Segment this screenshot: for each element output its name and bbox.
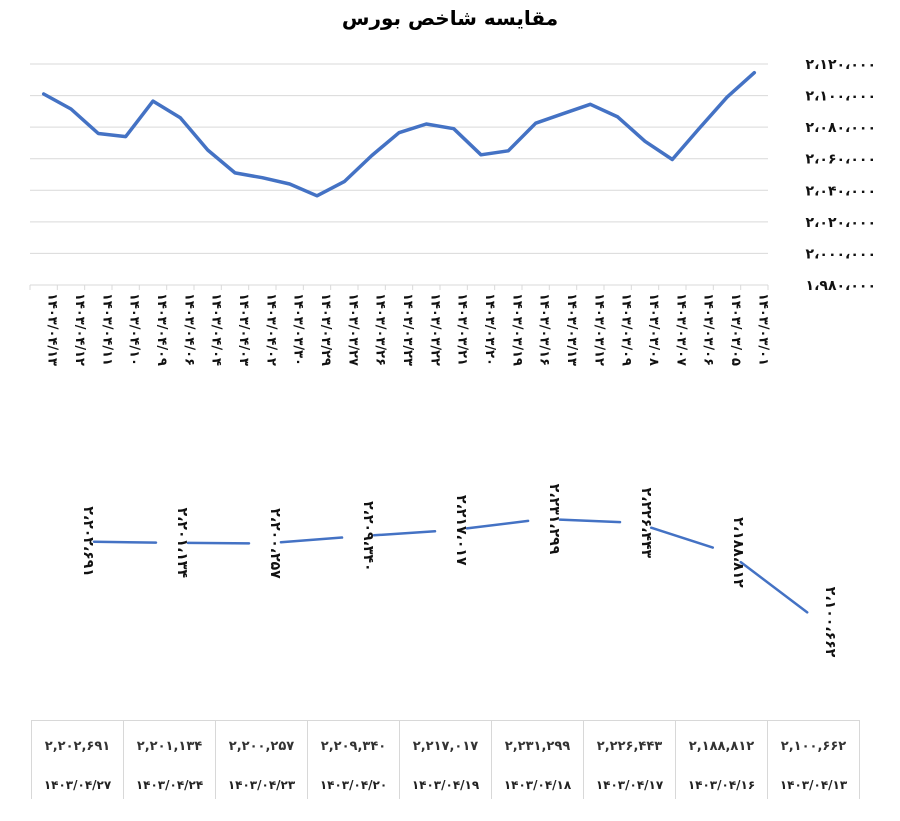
- table-cell-value: ۲,۱۰۰,۶۶۲: [767, 720, 860, 771]
- table-cell-date: ۱۴۰۳/۰۴/۲۳: [215, 771, 308, 799]
- x-tick-label: ۱۴۰۳/۰۳/۲۶: [373, 293, 388, 366]
- series-segment: [465, 519, 530, 530]
- x-tick-label: ۱۴۰۳/۰۴/۰۶: [181, 293, 196, 366]
- y-tick-label: ۲،۱۰۰،۰۰۰: [806, 89, 876, 105]
- x-tick-label: ۱۴۰۳/۰۳/۲۲: [427, 293, 442, 366]
- table-cell-value: ۲,۲۲۶,۴۴۳: [583, 720, 676, 771]
- table-cell-value: ۲,۲۰۹,۳۴۰: [307, 720, 400, 771]
- table-cell-date: ۱۴۰۳/۰۴/۲۴: [123, 771, 216, 799]
- x-tick-label: ۱۴۰۳/۰۳/۰۹: [619, 293, 634, 366]
- y-tick-label: ۲،۰۴۰،۰۰۰: [806, 183, 876, 199]
- series-segment: [372, 530, 437, 537]
- x-tick-label: ۱۴۰۳/۰۴/۱۲: [72, 293, 87, 366]
- y-tick-label: ۲،۰۶۰،۰۰۰: [806, 152, 876, 168]
- x-tick-label: ۱۴۰۳/۰۳/۰۷: [673, 293, 688, 366]
- data-label: ۲،۲۰۱،۱۳۴: [174, 508, 190, 579]
- table-cell-date: ۱۴۰۳/۰۴/۱۷: [583, 771, 676, 799]
- table-cell-date: ۱۴۰۳/۰۴/۲۰: [307, 771, 400, 799]
- series-segment: [558, 518, 622, 524]
- table-cell-date: ۱۴۰۳/۰۴/۲۷: [31, 771, 124, 799]
- x-tick-label: ۱۴۰۳/۰۳/۲۳: [400, 293, 415, 366]
- data-label: ۲،۲۱۷،۰۱۷: [453, 495, 469, 566]
- x-tick-label: ۱۴۰۳/۰۴/۱۱: [99, 293, 114, 366]
- x-tick-label: ۱۴۰۳/۰۴/۱۰: [127, 293, 142, 366]
- data-label: ۲،۲۰۰،۲۵۷: [267, 508, 283, 579]
- y-tick-label: ۲،۰۰۰،۰۰۰: [806, 246, 876, 262]
- y-tick-label: ۱،۹۸۰،۰۰۰: [806, 278, 876, 294]
- table-cell-date: ۱۴۰۳/۰۴/۱۸: [491, 771, 584, 799]
- series-line: [41, 70, 757, 198]
- x-tick-label: ۱۴۰۳/۰۴/۰۳: [236, 293, 251, 366]
- dates-row: ۱۴۰۳/۰۴/۲۷ ۱۴۰۳/۰۴/۲۴ ۱۴۰۳/۰۴/۲۳ ۱۴۰۳/۰۴…: [31, 771, 860, 799]
- x-tick-label: ۱۴۰۳/۰۴/۰۲: [263, 293, 278, 366]
- x-tick-label: ۱۴۰۳/۰۳/۱۶: [537, 293, 552, 366]
- chart-title: مقایسه شاخص بورس: [341, 6, 559, 30]
- data-label: ۲،۲۰۲،۶۹۱: [80, 506, 96, 576]
- recent-index-line-chart: ۲،۲۰۲،۶۹۱ ۲،۲۰۱،۱۳۴ ۲،۲۰۰،۲۵۷ ۲،۲۰۹،۳۴۰ ۲،۲۱…: [80, 484, 838, 658]
- x-tick-label: ۱۴۰۳/۰۳/۰۶: [701, 293, 716, 366]
- data-label: ۲،۲۳۱،۲۹۹: [546, 484, 562, 555]
- x-tick-label: ۱۴۰۳/۰۳/۰۱: [755, 293, 770, 366]
- x-tick-label: ۱۴۰۳/۰۳/۲۰: [482, 293, 497, 366]
- x-tick-label: ۱۴۰۳/۰۴/۱۳: [45, 293, 60, 366]
- x-tick-label: ۱۴۰۳/۰۳/۱۲: [591, 293, 606, 366]
- table-cell-value: ۲,۲۰۱,۱۳۴: [123, 720, 216, 771]
- x-tick-label: ۱۴۰۳/۰۳/۱۳: [564, 293, 579, 366]
- values-row: ۲,۲۰۲,۶۹۱ ۲,۲۰۱,۱۳۴ ۲,۲۰۰,۲۵۷ ۲,۲۰۹,۳۴۰ …: [31, 720, 860, 771]
- table-cell-value: ۲,۲۰۲,۶۹۱: [31, 720, 124, 771]
- x-tick-label: ۱۴۰۳/۰۳/۰۸: [646, 293, 661, 366]
- data-label: ۲،۱۰۰،۶۶۲: [822, 587, 838, 658]
- data-label: ۲،۲۰۹،۳۴۰: [360, 501, 376, 571]
- data-label: ۲،۱۸۸،۸۱۲: [730, 517, 746, 588]
- x-tick-label: ۱۴۰۳/۰۴/۰۹: [154, 293, 169, 366]
- x-tick-label: ۱۴۰۳/۰۳/۲۷: [345, 293, 360, 366]
- x-tick-label: ۱۴۰۳/۰۴/۰۴: [209, 293, 224, 366]
- data-label: ۲،۲۲۶،۴۴۳: [638, 488, 654, 559]
- series-segment: [92, 540, 158, 544]
- y-tick-label: ۲،۰۸۰،۰۰۰: [806, 120, 876, 136]
- y-tick-label: ۲،۰۲۰،۰۰۰: [806, 215, 876, 231]
- x-tick-label: ۱۴۰۳/۰۳/۱۹: [509, 293, 524, 366]
- table-cell-date: ۱۴۰۳/۰۴/۱۶: [675, 771, 768, 799]
- table-cell-date: ۱۴۰۳/۰۴/۱۳: [767, 771, 860, 799]
- series-segment: [279, 536, 344, 544]
- table-cell-value: ۲,۲۰۰,۲۵۷: [215, 720, 308, 771]
- index-comparison-line-chart: ۲،۱۲۰،۰۰۰ ۲،۱۰۰،۰۰۰ ۲،۰۸۰،۰۰۰ ۲،۰۶۰،۰۰۰ ۲،۰۴…: [29, 57, 876, 366]
- series-segment: [649, 526, 715, 549]
- x-tick-label: ۱۴۰۳/۰۳/۳۰: [291, 293, 306, 366]
- x-tick-label: ۱۴۰۳/۰۳/۲۹: [318, 293, 333, 366]
- table-cell-value: ۲,۲۱۷,۰۱۷: [399, 720, 492, 771]
- series-segment: [739, 560, 809, 614]
- table-cell-value: ۲,۲۳۱,۲۹۹: [491, 720, 584, 771]
- table-cell-value: ۲,۱۸۸,۸۱۲: [675, 720, 768, 771]
- data-table: ۲,۲۰۲,۶۹۱ ۲,۲۰۱,۱۳۴ ۲,۲۰۰,۲۵۷ ۲,۲۰۹,۳۴۰ …: [31, 720, 860, 799]
- table-cell-date: ۱۴۰۳/۰۴/۱۹: [399, 771, 492, 799]
- y-tick-label: ۲،۱۲۰،۰۰۰: [806, 57, 876, 73]
- x-tick-label: ۱۴۰۳/۰۳/۰۵: [728, 293, 743, 366]
- x-tick-label: ۱۴۰۳/۰۳/۲۱: [455, 293, 470, 366]
